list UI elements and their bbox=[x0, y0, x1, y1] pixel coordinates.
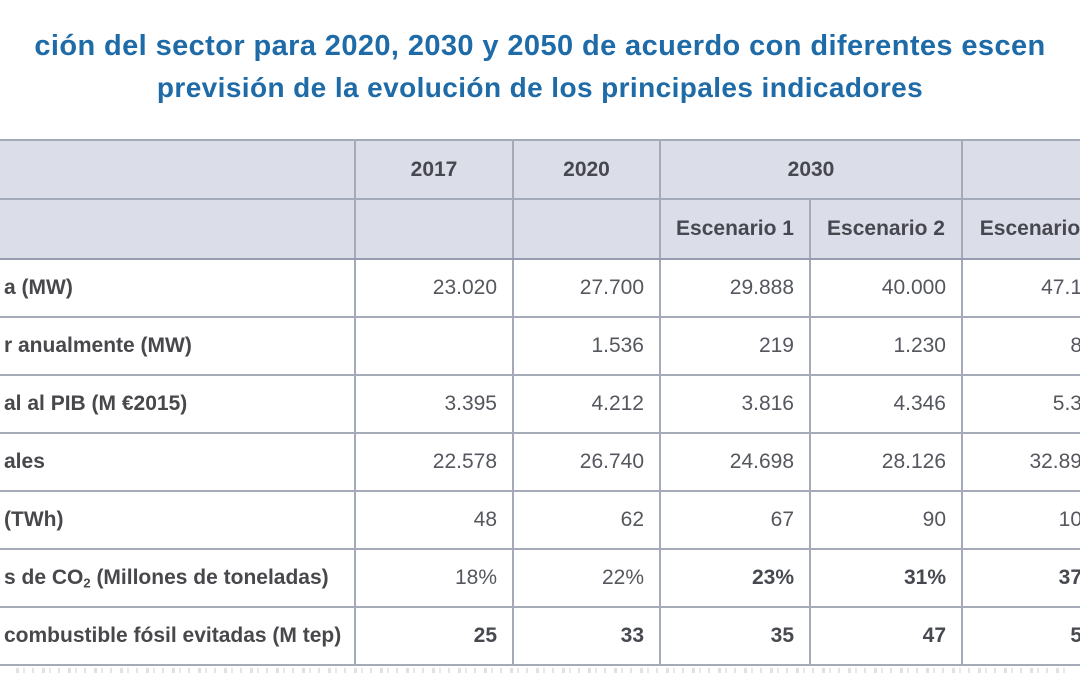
cell-2020: 62 bbox=[513, 490, 661, 550]
cell-2030-esc1: 219 bbox=[660, 316, 811, 376]
table-row-annual-install: r anualmente (MW) 1.536 219 1.230 8 bbox=[0, 316, 1080, 376]
row-label-text: (Millones de toneladas) bbox=[90, 565, 329, 589]
row-label: al al PIB (M €2015) bbox=[0, 374, 356, 434]
cell-2030-esc1: 3.816 bbox=[660, 374, 811, 434]
header-row-years: 2017 2020 2030 bbox=[0, 139, 1080, 200]
row-label: (TWh) bbox=[0, 490, 356, 550]
cell-2017: 3.395 bbox=[355, 374, 514, 434]
cell-2020: 1.536 bbox=[513, 316, 661, 376]
header-blank-cell bbox=[513, 198, 661, 260]
header-year-2050-clipped bbox=[962, 139, 1080, 200]
cell-2030-esc1: 35 bbox=[660, 606, 811, 666]
cell-2020: 22% bbox=[513, 548, 661, 608]
header-escenario-3-clipped: Escenario bbox=[962, 198, 1080, 260]
cell-2017: 18% bbox=[355, 548, 514, 608]
co2-subscript: 2 bbox=[83, 575, 91, 591]
page-title: ción del sector para 2020, 2030 y 2050 d… bbox=[0, 0, 1080, 110]
cell-2030-esc1: 67 bbox=[660, 490, 811, 550]
table-row-pib-contribution: al al PIB (M €2015) 3.395 4.212 3.816 4.… bbox=[0, 374, 1080, 434]
cell-2050-clipped: 5.3 bbox=[962, 374, 1080, 434]
cell-2017: 25 bbox=[355, 606, 514, 666]
cell-2020: 26.740 bbox=[513, 432, 661, 492]
table-row-co2-emissions: s de CO2 (Millones de toneladas) 18% 22%… bbox=[0, 548, 1080, 608]
row-label: s de CO2 (Millones de toneladas) bbox=[0, 548, 356, 608]
table-row-fossil-imports-avoided: combustible fósil evitadas (M tep) 25 33… bbox=[0, 606, 1080, 666]
row-label: ales bbox=[0, 432, 356, 492]
cell-2030-esc2: 1.230 bbox=[810, 316, 963, 376]
cell-2017: 48 bbox=[355, 490, 514, 550]
cell-2030-esc1: 29.888 bbox=[660, 258, 811, 318]
cell-2030-esc2: 4.346 bbox=[810, 374, 963, 434]
row-label: a (MW) bbox=[0, 258, 356, 318]
header-blank-cell bbox=[355, 198, 514, 260]
cell-2030-esc1: 23% bbox=[660, 548, 811, 608]
row-label: r anualmente (MW) bbox=[0, 316, 356, 376]
cell-2050-clipped: 10 bbox=[962, 490, 1080, 550]
cell-2030-esc2: 28.126 bbox=[810, 432, 963, 492]
cell-2030-esc2: 40.000 bbox=[810, 258, 963, 318]
header-blank-cell bbox=[0, 139, 356, 200]
cell-2050-clipped: 8 bbox=[962, 316, 1080, 376]
indicators-table: 2017 2020 2030 Escenario 1 Escenario 2 E… bbox=[0, 139, 1080, 666]
table-row-jobs: ales 22.578 26.740 24.698 28.126 32.89 bbox=[0, 432, 1080, 492]
page-title-line2: previsión de la evolución de los princip… bbox=[156, 72, 924, 103]
cell-2030-esc2: 90 bbox=[810, 490, 963, 550]
row-label: combustible fósil evitadas (M tep) bbox=[0, 606, 356, 666]
header-escenario-1: Escenario 1 bbox=[660, 198, 811, 260]
table-row-installed-power: a (MW) 23.020 27.700 29.888 40.000 47.1 bbox=[0, 258, 1080, 318]
cell-2030-esc2: 31% bbox=[810, 548, 963, 608]
cell-2030-esc2: 47 bbox=[810, 606, 963, 666]
cell-2017: 23.020 bbox=[355, 258, 514, 318]
clipped-footnote-line bbox=[16, 668, 1066, 673]
row-label-text: s de CO bbox=[4, 565, 84, 589]
page-title-line1: ción del sector para 2020, 2030 y 2050 d… bbox=[34, 30, 1046, 62]
cell-2017 bbox=[355, 316, 514, 376]
header-row-scenarios: Escenario 1 Escenario 2 Escenario bbox=[0, 198, 1080, 260]
header-year-2017: 2017 bbox=[355, 139, 514, 200]
cell-2050-clipped: 32.89 bbox=[962, 432, 1080, 492]
cell-2017: 22.578 bbox=[355, 432, 514, 492]
cell-2050-clipped: 5 bbox=[962, 606, 1080, 666]
header-year-2030: 2030 bbox=[660, 139, 963, 200]
header-year-2020: 2020 bbox=[513, 139, 661, 200]
cell-2020: 33 bbox=[513, 606, 661, 666]
table-row-generation-twh: (TWh) 48 62 67 90 10 bbox=[0, 490, 1080, 550]
header-escenario-2: Escenario 2 bbox=[810, 198, 963, 260]
cell-2030-esc1: 24.698 bbox=[660, 432, 811, 492]
cell-2050-clipped: 47.1 bbox=[962, 258, 1080, 318]
cell-2020: 27.700 bbox=[513, 258, 661, 318]
cell-2020: 4.212 bbox=[513, 374, 661, 434]
cell-2050-clipped: 37 bbox=[962, 548, 1080, 608]
header-blank-cell bbox=[0, 198, 356, 260]
